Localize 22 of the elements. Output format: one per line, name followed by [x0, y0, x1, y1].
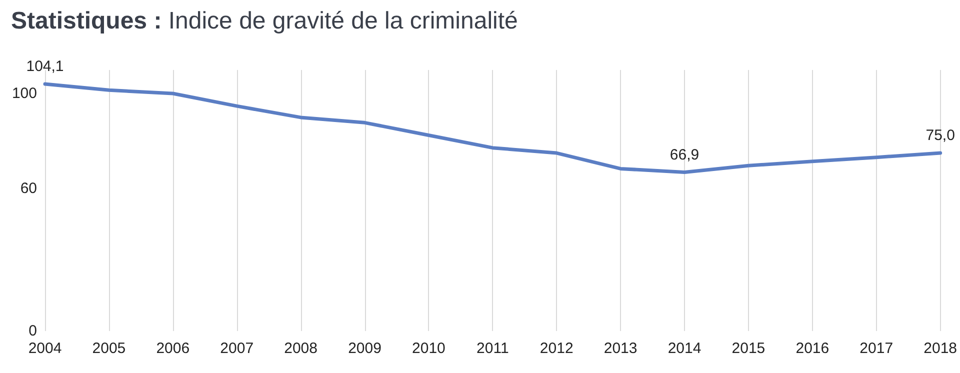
y-tick-label: 0: [28, 322, 37, 340]
x-tick-label: 2011: [476, 340, 509, 357]
x-tick-label: 2012: [540, 340, 574, 357]
data-label: 75,0: [926, 127, 955, 144]
chart-title: Statistiques : Indice de gravité de la criminalité: [11, 8, 518, 34]
x-tick-label: 2015: [732, 340, 766, 357]
x-tick-label: 2005: [92, 340, 126, 357]
y-tick-label: 60: [20, 180, 37, 198]
x-tick-label: 2007: [220, 340, 254, 357]
y-tick-label: 100: [12, 85, 37, 102]
x-tick-label: 2010: [412, 340, 446, 357]
x-tick-label: 2013: [604, 340, 638, 357]
x-tick-label: 2009: [348, 340, 382, 357]
data-label: 104,1: [26, 58, 64, 75]
x-tick-label: 2014: [668, 340, 702, 357]
x-tick-label: 2008: [284, 340, 318, 357]
x-tick-label: 2018: [924, 340, 958, 357]
x-tick-label: 2016: [796, 340, 830, 357]
x-tick-label: 2004: [28, 340, 62, 357]
data-label: 66,9: [670, 146, 700, 164]
x-tick-label: 2006: [156, 340, 190, 357]
x-tick-label: 2017: [860, 340, 894, 357]
